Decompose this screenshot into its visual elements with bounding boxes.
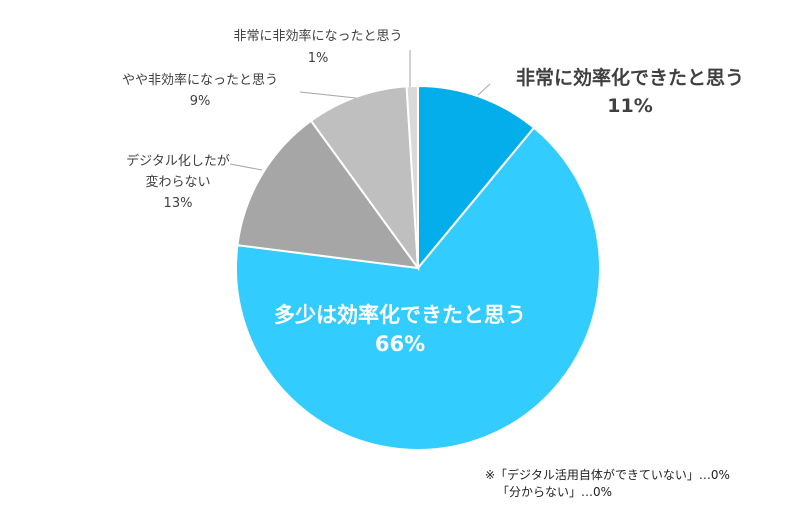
pie-slice-5: [405, 84, 419, 269]
footnote-line-2: 「分からない」…0%: [497, 485, 612, 499]
leader-line-4: [299, 91, 357, 99]
pie-slice-3: [236, 119, 421, 270]
slice-3-value-label: 13%: [164, 196, 193, 211]
leader-lines: [229, 50, 491, 171]
slice-2-value-label: 66%: [375, 332, 425, 356]
slice-5-value-label: 1%: [308, 51, 329, 66]
slice-1-category-label: 非常に効率化できたと思う: [516, 66, 744, 89]
slice-labels: 非常に効率化できたと思う 11% 多少は効率化できたと思う 66% デジタル化したが変わ…: [122, 28, 744, 356]
pie-slice-4: [309, 85, 420, 272]
leader-line-1: [477, 83, 491, 96]
pie-slice-1: [417, 84, 536, 271]
slice-3-category-label: 変わらない: [145, 174, 210, 190]
slice-4-value-label: 9%: [190, 94, 211, 109]
slice-1-value-label: 11%: [607, 95, 652, 117]
footnote-line-1: ※「デジタル活用自体ができていない」…0%: [485, 467, 730, 482]
pie-slice-2: [235, 126, 601, 451]
slice-4-category-label: やや非効率になったと思う: [122, 72, 278, 88]
slice-2-category-label: 多少は効率化できたと思う: [274, 303, 526, 327]
pie-slices: [235, 84, 601, 451]
leader-line-3: [229, 163, 263, 171]
slice-3-category-label: デジタル化したが: [126, 153, 230, 169]
slice-5-category-label: 非常に非効率になったと思う: [233, 28, 402, 44]
